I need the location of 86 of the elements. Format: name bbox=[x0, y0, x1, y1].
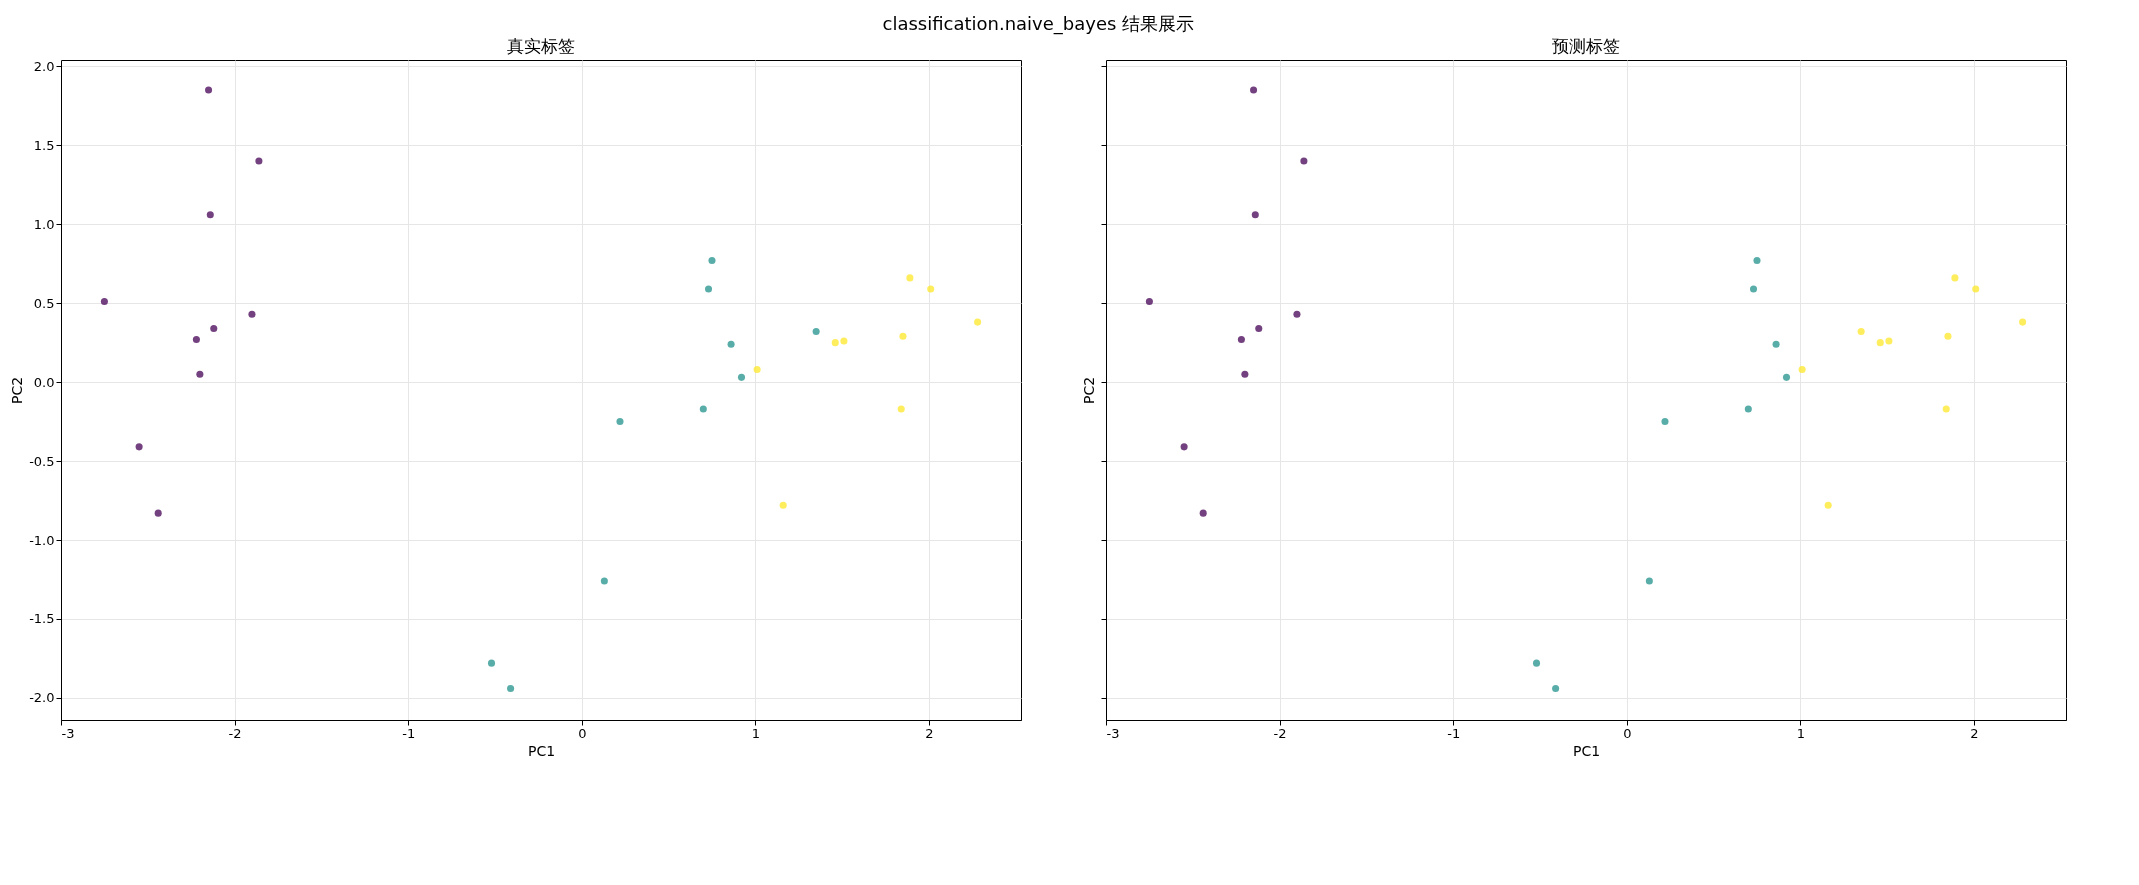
point bbox=[1199, 509, 1207, 517]
point bbox=[927, 285, 935, 293]
x-tick-label: -3 bbox=[61, 725, 75, 741]
point bbox=[974, 318, 982, 326]
point bbox=[1749, 285, 1758, 293]
point bbox=[1293, 310, 1301, 318]
x-tick-label: -1 bbox=[1447, 725, 1461, 741]
x-axis-title: PC1 bbox=[527, 742, 556, 759]
point bbox=[210, 324, 218, 332]
point bbox=[196, 370, 204, 378]
y-tick-label: -1.0 bbox=[29, 532, 55, 548]
x-axis-title: PC1 bbox=[1572, 742, 1601, 759]
x-tick-label: -1 bbox=[402, 725, 416, 741]
y-tick-label: 0.0 bbox=[33, 374, 55, 390]
point bbox=[753, 365, 761, 373]
point bbox=[1753, 257, 1761, 265]
y-tick-label: 1.5 bbox=[33, 137, 55, 153]
point bbox=[1552, 684, 1560, 692]
point bbox=[779, 501, 787, 509]
y-tick-label: -1.5 bbox=[29, 611, 55, 627]
point bbox=[1782, 373, 1791, 381]
y-tick-label: -2.0 bbox=[29, 690, 55, 706]
point bbox=[1951, 274, 1959, 282]
point bbox=[1255, 324, 1263, 332]
point bbox=[812, 328, 820, 336]
point bbox=[1180, 443, 1188, 451]
point bbox=[1772, 340, 1780, 348]
point bbox=[1532, 659, 1541, 667]
text: classification.naive_bayes 结果展示 bbox=[882, 12, 1195, 35]
point bbox=[206, 211, 214, 219]
point bbox=[840, 337, 848, 345]
point bbox=[616, 418, 624, 426]
point bbox=[906, 274, 914, 282]
point bbox=[1241, 370, 1249, 378]
y-tick-label: -0.5 bbox=[29, 453, 55, 469]
x-tick-label: 1 bbox=[751, 725, 761, 741]
point bbox=[708, 257, 716, 265]
point bbox=[897, 405, 905, 413]
point bbox=[727, 340, 735, 348]
point bbox=[255, 157, 263, 165]
point bbox=[899, 332, 907, 340]
point bbox=[1857, 328, 1865, 336]
point bbox=[1944, 332, 1952, 340]
point bbox=[154, 509, 162, 517]
point bbox=[248, 310, 256, 318]
point bbox=[507, 684, 515, 692]
y-axis-title: PC2 bbox=[1081, 376, 1097, 405]
point bbox=[1145, 298, 1153, 306]
point bbox=[1251, 211, 1259, 219]
point bbox=[1300, 157, 1308, 165]
point bbox=[1645, 577, 1653, 585]
x-tick-label: 0 bbox=[1623, 725, 1632, 741]
x-tick-label: 0 bbox=[578, 725, 587, 741]
chart-title: 真实标签 bbox=[507, 36, 575, 56]
chart-title: 预测标签 bbox=[1552, 36, 1620, 56]
point bbox=[100, 298, 108, 306]
point bbox=[737, 373, 746, 381]
x-tick-label: -3 bbox=[1106, 725, 1120, 741]
x-tick-label: 1 bbox=[1796, 725, 1806, 741]
point bbox=[192, 335, 200, 343]
point bbox=[487, 659, 496, 667]
point bbox=[1885, 337, 1893, 345]
x-tick-label: -2 bbox=[1273, 725, 1287, 741]
point bbox=[205, 86, 213, 94]
point bbox=[1798, 365, 1806, 373]
point bbox=[831, 339, 839, 347]
y-tick-label: 0.5 bbox=[33, 295, 55, 311]
point bbox=[135, 443, 143, 451]
point bbox=[2019, 318, 2027, 326]
x-tick-label: 2 bbox=[925, 725, 934, 741]
point bbox=[1942, 405, 1950, 413]
x-tick-label: 2 bbox=[1970, 725, 1979, 741]
point bbox=[1744, 405, 1752, 413]
x-tick-label: -2 bbox=[228, 725, 242, 741]
point bbox=[1876, 339, 1884, 347]
y-tick-label: 2.0 bbox=[33, 58, 55, 74]
point bbox=[1250, 86, 1258, 94]
point bbox=[699, 405, 707, 413]
point bbox=[704, 285, 713, 293]
y-axis-title: PC2 bbox=[9, 376, 26, 405]
point bbox=[1661, 418, 1669, 426]
point bbox=[1824, 501, 1832, 509]
y-tick-label: 1.0 bbox=[33, 216, 55, 232]
point bbox=[1972, 285, 1980, 293]
point bbox=[1237, 335, 1245, 343]
point bbox=[600, 577, 608, 585]
